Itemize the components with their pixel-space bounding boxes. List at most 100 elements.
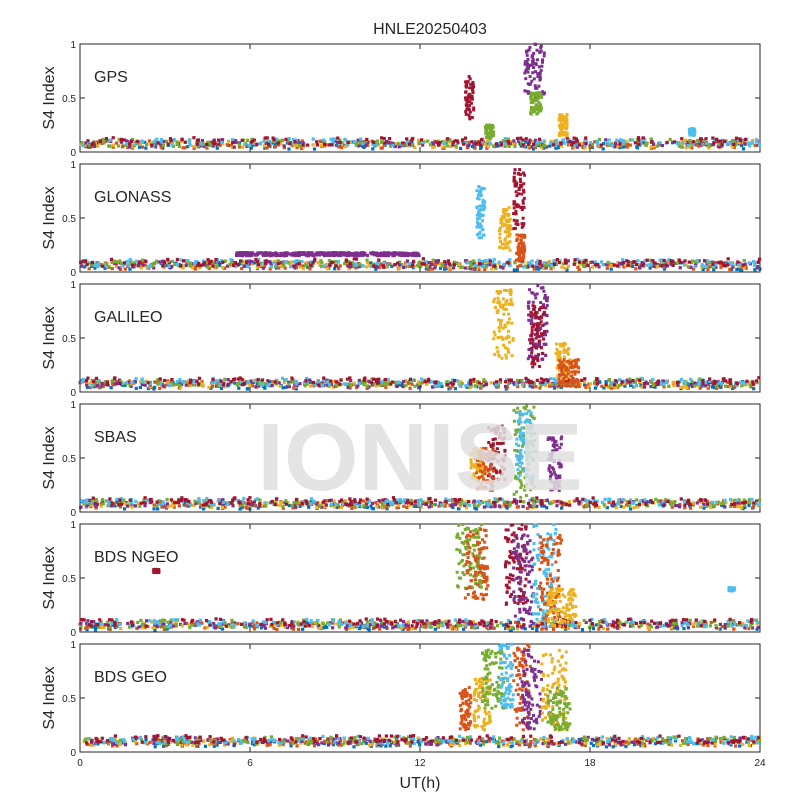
baseline-point <box>108 144 111 147</box>
cluster-point <box>693 129 696 132</box>
baseline-point <box>126 505 129 508</box>
baseline-point <box>279 385 282 388</box>
baseline-point <box>591 261 594 264</box>
cluster-point <box>510 322 513 325</box>
baseline-point <box>231 141 234 144</box>
baseline-point <box>500 143 503 146</box>
cluster-point <box>558 353 561 356</box>
cluster-point <box>514 168 517 171</box>
baseline-point <box>589 141 592 144</box>
baseline-point <box>618 143 621 146</box>
baseline-point <box>298 265 301 268</box>
cluster-point <box>536 359 539 362</box>
baseline-point <box>449 145 452 148</box>
baseline-point <box>543 261 546 264</box>
baseline-point <box>594 387 597 390</box>
baseline-point <box>96 144 99 147</box>
baseline-point <box>328 143 331 146</box>
baseline-point <box>531 385 534 388</box>
baseline-point <box>110 258 113 261</box>
baseline-point <box>309 264 312 267</box>
cluster-point <box>465 85 468 88</box>
baseline-point <box>125 381 128 384</box>
baseline-point <box>700 137 703 140</box>
baseline-point <box>596 142 599 145</box>
baseline-point <box>142 381 145 384</box>
y-tick-label: 1 <box>70 40 76 51</box>
baseline-point <box>338 141 341 144</box>
baseline-point <box>520 379 523 382</box>
baseline-point <box>443 260 446 263</box>
cluster-point <box>494 306 497 309</box>
baseline-point <box>654 261 657 264</box>
baseline-point <box>484 259 487 262</box>
cluster-point <box>489 137 492 140</box>
baseline-point <box>129 258 132 261</box>
baseline-point <box>692 140 695 143</box>
baseline-point <box>589 382 592 385</box>
cluster-point <box>476 233 479 236</box>
baseline-point <box>293 140 296 143</box>
cluster-point <box>481 219 484 222</box>
baseline-point <box>171 260 174 263</box>
cluster-point <box>540 320 543 323</box>
baseline-point <box>637 139 640 142</box>
baseline-point <box>398 381 401 384</box>
cluster-point <box>499 240 502 243</box>
baseline-point <box>112 144 115 147</box>
cluster-point <box>560 385 563 388</box>
baseline-point <box>743 382 746 385</box>
cluster-point <box>515 259 518 262</box>
cluster-point <box>539 109 542 112</box>
cluster-point <box>527 301 530 304</box>
baseline-point <box>192 145 195 148</box>
baseline-point <box>358 142 361 145</box>
baseline-point <box>359 138 362 141</box>
cluster-point <box>572 360 575 363</box>
baseline-point <box>454 387 457 390</box>
baseline-point <box>446 144 449 147</box>
baseline-point <box>337 145 340 148</box>
baseline-point <box>420 262 423 265</box>
baseline-point <box>732 143 735 146</box>
baseline-point <box>170 378 173 381</box>
baseline-point <box>88 267 91 270</box>
baseline-point <box>492 265 495 268</box>
cluster-point <box>346 254 349 257</box>
baseline-point <box>358 379 361 382</box>
baseline-point <box>576 258 579 261</box>
baseline-point <box>304 264 307 267</box>
baseline-point <box>756 265 759 268</box>
cluster-point <box>480 205 483 208</box>
baseline-point <box>479 262 482 265</box>
baseline-point <box>136 140 139 143</box>
cluster-point <box>511 354 514 357</box>
baseline-point <box>722 378 725 381</box>
baseline-point <box>110 386 113 389</box>
baseline-point <box>239 259 242 262</box>
cluster-point <box>514 181 517 184</box>
baseline-point <box>524 377 527 380</box>
baseline-point <box>503 142 506 145</box>
baseline-point <box>80 141 83 144</box>
baseline-point <box>633 506 636 509</box>
baseline-point <box>355 258 358 261</box>
baseline-point <box>411 264 414 267</box>
cluster-point <box>523 249 526 252</box>
baseline-point <box>282 264 285 267</box>
baseline-point <box>436 261 439 264</box>
baseline-point <box>394 381 397 384</box>
baseline-point <box>343 382 346 385</box>
cluster-point <box>250 254 253 257</box>
cluster-point <box>337 251 340 254</box>
baseline-point <box>701 143 704 146</box>
baseline-point <box>607 501 610 504</box>
baseline-point <box>489 260 492 263</box>
baseline-point <box>217 507 220 510</box>
baseline-point <box>502 263 505 266</box>
baseline-point <box>123 138 126 141</box>
baseline-point <box>635 498 638 501</box>
baseline-point <box>167 265 170 268</box>
baseline-point <box>670 503 673 506</box>
baseline-point <box>631 379 634 382</box>
